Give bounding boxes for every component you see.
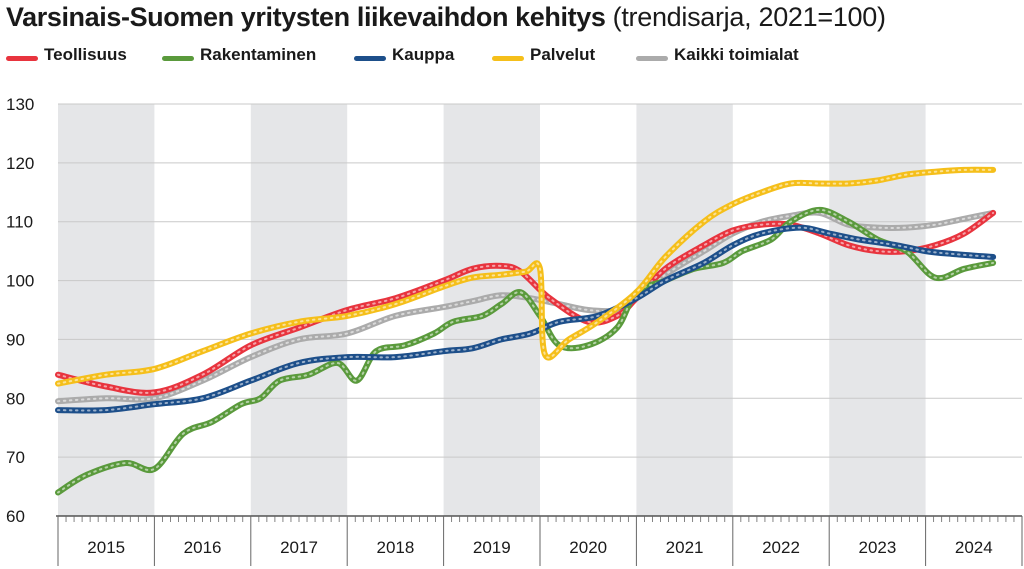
legend-label-kaikki-toimialat: Kaikki toimialat	[674, 45, 799, 64]
series-line-palvelut	[55, 166, 997, 387]
x-tick-label-2023: 2023	[858, 538, 896, 557]
x-tick-label-2018: 2018	[376, 538, 414, 557]
x-tick-label-2021: 2021	[666, 538, 704, 557]
x-tick-label-2022: 2022	[762, 538, 800, 557]
series-rakentaminen	[55, 206, 997, 496]
legend-swatch-kauppa	[354, 56, 386, 61]
chart-title-main: Varsinais-Suomen yritysten liikevaihdon …	[6, 2, 606, 32]
x-tick-label-2024: 2024	[955, 538, 993, 557]
y-tick-label-120: 120	[6, 154, 34, 173]
legend-swatch-teollisuus	[6, 56, 38, 61]
year-band-2017	[250, 104, 348, 516]
x-tick-label-2016: 2016	[184, 538, 222, 557]
legend-label-kauppa: Kauppa	[392, 45, 455, 64]
legend-label-rakentaminen: Rakentaminen	[200, 45, 317, 64]
year-band-2023	[829, 104, 926, 516]
series-teollisuus	[55, 209, 997, 396]
series-line-teollisuus	[55, 209, 997, 396]
y-tick-label-110: 110	[6, 213, 33, 232]
chart-title-subtitle: (trendisarja, 2021=100)	[605, 2, 886, 32]
x-tick-label-2017: 2017	[280, 538, 318, 557]
legend-label-palvelut: Palvelut	[530, 45, 596, 64]
legend-swatch-kaikki-toimialat	[636, 56, 668, 61]
series-palvelut	[55, 166, 997, 387]
year-band-2021	[636, 104, 733, 516]
y-tick-label-60: 60	[6, 507, 25, 526]
legend-label-teollisuus: Teollisuus	[44, 45, 127, 64]
y-tick-label-100: 100	[6, 272, 34, 291]
y-tick-label-90: 90	[6, 330, 25, 349]
y-tick-label-70: 70	[6, 448, 25, 467]
x-tick-label-2020: 2020	[569, 538, 607, 557]
series-texture-rakentaminen	[57, 208, 995, 494]
y-tick-label-130: 130	[6, 95, 34, 114]
x-tick-label-2019: 2019	[473, 538, 511, 557]
series-line-kauppa	[55, 224, 997, 414]
year-band-2015	[58, 104, 155, 516]
legend-swatch-rakentaminen	[162, 56, 194, 61]
x-tick-label-2015: 2015	[87, 538, 125, 557]
series-kauppa	[55, 224, 997, 414]
y-tick-label-80: 80	[6, 389, 25, 408]
chart-title: Varsinais-Suomen yritysten liikevaihdon …	[6, 2, 886, 33]
legend-swatch-palvelut	[492, 56, 524, 61]
